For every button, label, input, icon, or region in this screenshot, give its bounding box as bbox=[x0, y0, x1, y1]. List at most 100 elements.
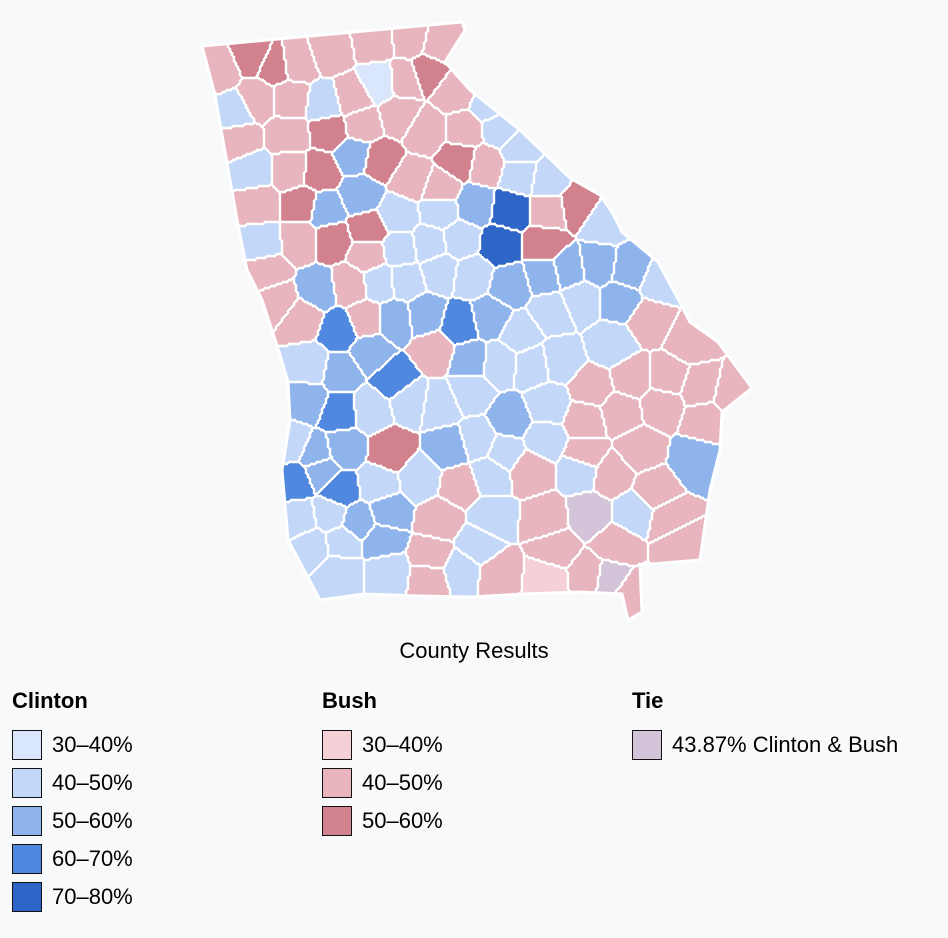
county bbox=[510, 450, 556, 500]
georgia-county-map bbox=[200, 20, 755, 623]
county bbox=[484, 340, 516, 392]
county bbox=[330, 262, 366, 308]
county bbox=[342, 500, 376, 540]
county bbox=[412, 224, 446, 264]
legend-label: 50–60% bbox=[52, 808, 133, 833]
legend-item: 70–80% bbox=[12, 882, 133, 912]
county bbox=[468, 142, 504, 188]
legend-item: 60–70% bbox=[12, 844, 133, 874]
legend-tie: Tie 43.87% Clinton & Bush bbox=[632, 686, 898, 770]
legend-swatch bbox=[12, 730, 42, 760]
county bbox=[714, 188, 752, 554]
county bbox=[354, 60, 394, 106]
county bbox=[440, 296, 478, 346]
county bbox=[354, 382, 394, 436]
county bbox=[378, 96, 426, 142]
county bbox=[202, 498, 316, 620]
county bbox=[310, 190, 348, 228]
county bbox=[202, 148, 272, 214]
county bbox=[206, 340, 328, 384]
county bbox=[202, 278, 298, 400]
county bbox=[362, 524, 412, 560]
county bbox=[380, 298, 412, 350]
county bbox=[662, 170, 752, 364]
legend-label: 40–50% bbox=[362, 770, 443, 795]
county bbox=[438, 462, 480, 512]
county bbox=[562, 400, 608, 438]
county bbox=[298, 428, 332, 466]
county bbox=[262, 116, 310, 154]
county bbox=[280, 186, 316, 222]
county bbox=[398, 448, 442, 506]
county bbox=[640, 388, 686, 438]
legend-label: 70–80% bbox=[52, 884, 133, 909]
county bbox=[500, 22, 710, 162]
county bbox=[478, 224, 522, 268]
county bbox=[498, 162, 536, 196]
county bbox=[488, 262, 532, 310]
county bbox=[562, 438, 612, 468]
county bbox=[326, 428, 368, 470]
county bbox=[272, 152, 306, 192]
county bbox=[332, 68, 374, 116]
county bbox=[422, 22, 554, 66]
county bbox=[366, 424, 420, 472]
county bbox=[202, 382, 312, 488]
county bbox=[364, 136, 406, 186]
legend-item: 40–50% bbox=[12, 768, 133, 798]
legend-swatch bbox=[632, 730, 662, 760]
county bbox=[458, 414, 496, 462]
county bbox=[392, 262, 428, 302]
legend-label: 30–40% bbox=[362, 732, 443, 757]
county bbox=[626, 298, 680, 352]
legend-item: 50–60% bbox=[322, 806, 443, 836]
county bbox=[490, 188, 530, 232]
legend-label: 30–40% bbox=[52, 732, 133, 757]
county bbox=[420, 424, 468, 470]
county bbox=[402, 102, 446, 158]
county bbox=[256, 28, 288, 86]
county bbox=[648, 506, 752, 620]
legend-label: 40–50% bbox=[52, 770, 133, 795]
county bbox=[446, 338, 486, 376]
county bbox=[522, 422, 568, 464]
county bbox=[680, 358, 724, 406]
county bbox=[346, 210, 388, 242]
county bbox=[576, 22, 752, 246]
legend-bush: Bush 30–40% 40–50% 50–60% bbox=[322, 686, 443, 846]
county bbox=[560, 22, 730, 236]
county bbox=[594, 448, 636, 500]
county bbox=[542, 332, 588, 386]
county bbox=[336, 174, 386, 216]
county bbox=[344, 242, 386, 272]
county bbox=[578, 240, 618, 288]
legend-item: 30–40% bbox=[12, 730, 133, 760]
county bbox=[420, 254, 458, 298]
county bbox=[420, 376, 464, 432]
county bbox=[518, 490, 570, 544]
county bbox=[294, 22, 356, 78]
county bbox=[408, 292, 448, 338]
legend-item: 30–40% bbox=[322, 730, 443, 760]
county bbox=[294, 262, 336, 312]
map-caption: County Results bbox=[399, 638, 549, 663]
legend-clinton: Clinton 30–40% 40–50% 50–60% 60–70% 70–8… bbox=[12, 686, 133, 922]
county bbox=[556, 456, 596, 496]
county bbox=[280, 22, 320, 84]
county bbox=[382, 232, 418, 266]
county bbox=[522, 260, 560, 296]
legend-swatch bbox=[12, 882, 42, 912]
legend-bush-title: Bush bbox=[322, 688, 377, 713]
legend-label: 50–60% bbox=[362, 808, 443, 833]
state-outline bbox=[200, 20, 755, 623]
legend-label: 60–70% bbox=[52, 846, 133, 871]
county bbox=[364, 264, 394, 304]
county bbox=[444, 220, 482, 260]
county bbox=[202, 254, 296, 384]
legend-item: 40–50% bbox=[322, 768, 443, 798]
county bbox=[452, 254, 494, 300]
county bbox=[308, 114, 348, 152]
county bbox=[566, 490, 612, 544]
county bbox=[202, 528, 328, 620]
county bbox=[514, 344, 550, 392]
